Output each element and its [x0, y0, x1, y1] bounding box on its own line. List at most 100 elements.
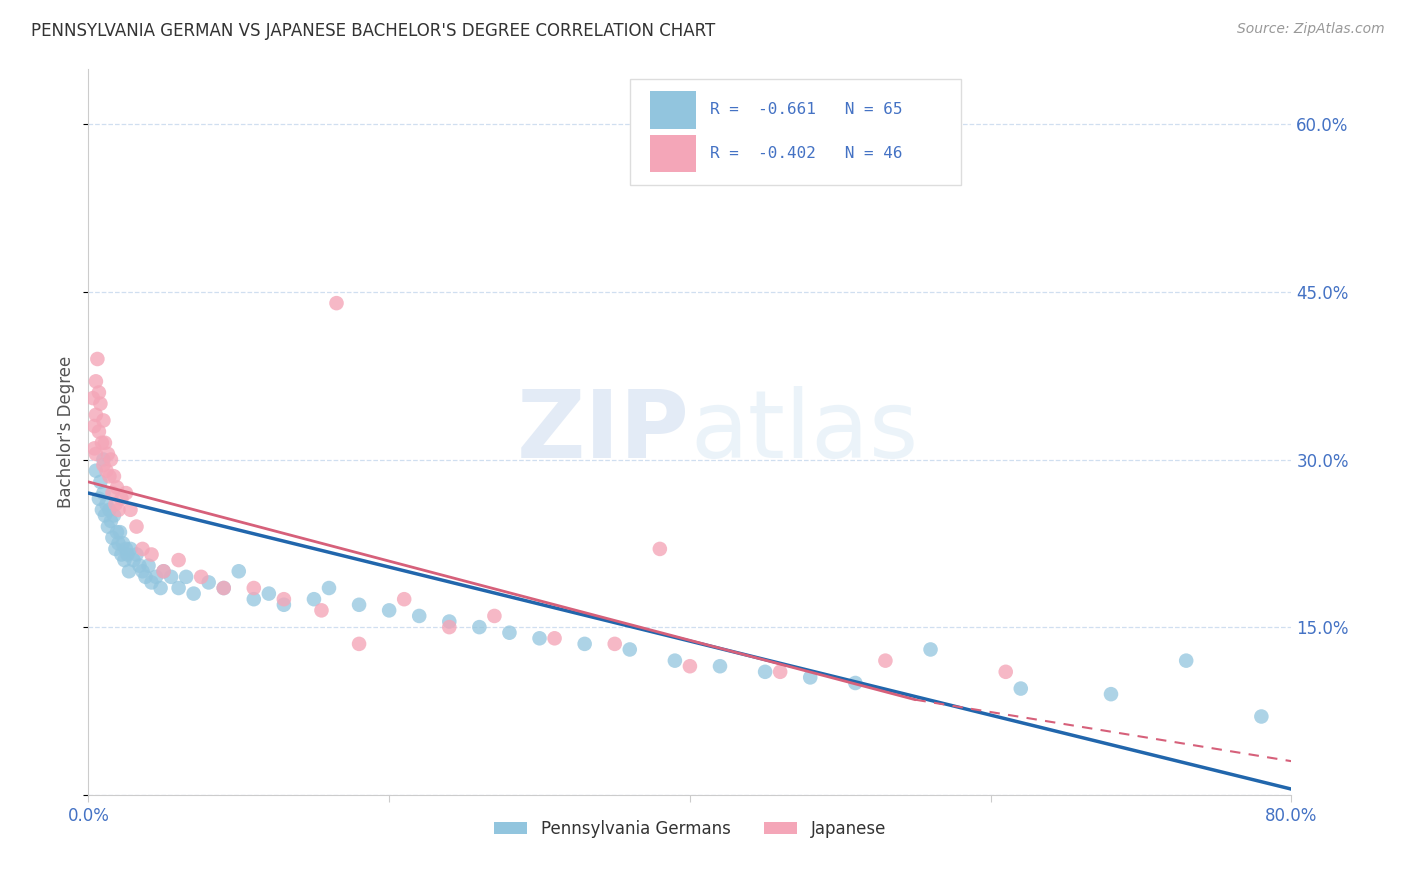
Point — [408, 609, 430, 624]
Point — [160, 570, 183, 584]
Point — [498, 625, 520, 640]
Point — [101, 486, 124, 500]
Point — [754, 665, 776, 679]
Point — [108, 525, 131, 540]
Point — [603, 637, 626, 651]
FancyBboxPatch shape — [630, 79, 960, 185]
Point — [273, 592, 295, 607]
Point — [87, 425, 110, 439]
Y-axis label: Bachelor's Degree: Bachelor's Degree — [58, 356, 75, 508]
Point — [302, 592, 325, 607]
Legend: Pennsylvania Germans, Japanese: Pennsylvania Germans, Japanese — [488, 814, 893, 845]
Text: atlas: atlas — [690, 385, 918, 477]
Point — [105, 525, 128, 540]
Point — [311, 603, 333, 617]
Point — [87, 385, 110, 400]
Point — [1250, 709, 1272, 723]
Point — [105, 480, 128, 494]
Point — [98, 469, 121, 483]
Point — [111, 536, 134, 550]
Point — [439, 620, 461, 634]
Point — [243, 592, 266, 607]
Point — [648, 541, 671, 556]
Point — [97, 519, 120, 533]
Point — [243, 581, 266, 595]
Point — [844, 676, 866, 690]
Point — [90, 435, 112, 450]
Point — [84, 464, 107, 478]
Point — [875, 654, 897, 668]
Point — [257, 586, 280, 600]
Point — [619, 642, 641, 657]
Point — [110, 491, 132, 506]
Point — [709, 659, 731, 673]
Point — [145, 570, 167, 584]
Point — [152, 564, 174, 578]
Point — [799, 670, 821, 684]
Point — [100, 452, 122, 467]
FancyBboxPatch shape — [650, 135, 696, 172]
Point — [100, 514, 122, 528]
Point — [378, 603, 401, 617]
Point — [679, 659, 702, 673]
Point — [87, 491, 110, 506]
Point — [131, 541, 153, 556]
Point — [93, 458, 115, 472]
Text: ZIP: ZIP — [517, 385, 690, 477]
Point — [107, 536, 129, 550]
Point — [83, 419, 105, 434]
Point — [994, 665, 1017, 679]
Point — [167, 553, 190, 567]
Point — [120, 503, 142, 517]
Point — [131, 564, 153, 578]
Point — [93, 486, 115, 500]
Point — [84, 375, 107, 389]
Point — [120, 541, 142, 556]
Point — [152, 564, 174, 578]
Point — [101, 531, 124, 545]
Point — [325, 296, 347, 310]
Point — [83, 442, 105, 456]
Point — [1175, 654, 1198, 668]
Point — [94, 508, 117, 523]
Text: R =  -0.402   N = 46: R = -0.402 N = 46 — [710, 146, 903, 161]
Point — [141, 575, 163, 590]
Point — [439, 615, 461, 629]
Point — [96, 497, 118, 511]
Point — [197, 575, 219, 590]
Point — [103, 469, 125, 483]
Point — [134, 570, 156, 584]
Point — [1010, 681, 1032, 696]
Text: R =  -0.661   N = 65: R = -0.661 N = 65 — [710, 103, 903, 118]
Point — [149, 581, 172, 595]
Point — [110, 548, 132, 562]
Point — [93, 452, 115, 467]
Point — [128, 558, 150, 573]
Point — [228, 564, 250, 578]
Point — [98, 503, 121, 517]
Point — [93, 413, 115, 427]
Point — [117, 548, 139, 562]
Point — [212, 581, 235, 595]
Point — [138, 558, 160, 573]
Point — [115, 541, 138, 556]
Point — [89, 475, 111, 489]
Text: PENNSYLVANIA GERMAN VS JAPANESE BACHELOR'S DEGREE CORRELATION CHART: PENNSYLVANIA GERMAN VS JAPANESE BACHELOR… — [31, 22, 716, 40]
Point — [104, 497, 127, 511]
Point — [468, 620, 491, 634]
Point — [118, 564, 141, 578]
Point — [484, 609, 506, 624]
Point — [574, 637, 596, 651]
Point — [89, 397, 111, 411]
Point — [174, 570, 197, 584]
Point — [104, 541, 127, 556]
Point — [90, 503, 112, 517]
Point — [543, 632, 565, 646]
FancyBboxPatch shape — [650, 91, 696, 128]
Point — [115, 486, 138, 500]
Point — [920, 642, 942, 657]
Point — [114, 553, 136, 567]
Point — [529, 632, 551, 646]
Point — [84, 447, 107, 461]
Point — [84, 408, 107, 422]
